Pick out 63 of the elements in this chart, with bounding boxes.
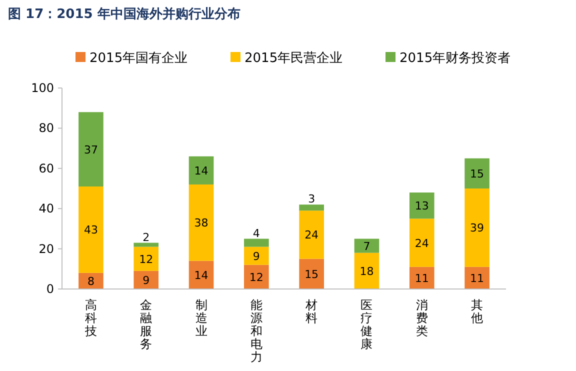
- data-label: 15: [304, 268, 319, 281]
- y-tick-label: 40: [38, 202, 54, 216]
- x-tick-label: 材料: [304, 298, 318, 325]
- data-label: 43: [84, 224, 98, 237]
- bar: [464, 188, 490, 267]
- bar: [134, 242, 159, 247]
- x-tick-label: 消费类: [416, 298, 428, 338]
- bar: [244, 246, 269, 265]
- bar: [299, 204, 324, 211]
- legend-label: 2015年财务投资者: [400, 51, 511, 66]
- data-label: 12: [139, 252, 154, 266]
- data-label: 24: [304, 228, 319, 242]
- bar: [134, 270, 159, 289]
- x-tick-label: 能源和电力: [250, 298, 262, 364]
- bar: [299, 258, 324, 289]
- bar: [409, 266, 434, 289]
- data-label: 39: [470, 222, 484, 235]
- data-label: 11: [470, 272, 484, 285]
- bar: [188, 260, 214, 289]
- data-label: 4: [252, 226, 260, 240]
- y-tick-label: 60: [38, 161, 54, 176]
- data-label: 7: [363, 240, 370, 253]
- bar: [188, 184, 214, 261]
- data-label: 38: [194, 216, 208, 230]
- x-tick-label: 金融服务: [140, 298, 152, 351]
- data-label: 24: [414, 236, 429, 250]
- bar: [464, 266, 490, 289]
- x-tick-label: 制造业: [195, 298, 208, 338]
- data-label: 9: [252, 250, 260, 263]
- bar: [409, 218, 434, 267]
- bar: [354, 252, 380, 289]
- data-label: 3: [308, 192, 316, 206]
- data-label: 9: [142, 274, 150, 287]
- legend-label: 2015年国有企业: [90, 51, 188, 66]
- data-label: 14: [194, 268, 208, 282]
- x-tick-label: 其他: [471, 298, 484, 325]
- data-label: 2: [142, 230, 150, 244]
- y-tick-label: 0: [46, 282, 54, 296]
- data-label: 15: [470, 167, 484, 180]
- data-label: 11: [414, 272, 429, 285]
- data-label: 13: [414, 200, 429, 213]
- bar: [78, 186, 104, 273]
- data-label: 37: [84, 143, 98, 156]
- bar: [78, 112, 104, 186]
- bar: [134, 246, 159, 271]
- data-label: 12: [249, 270, 264, 284]
- data-label: 8: [87, 274, 94, 288]
- bar: [409, 192, 434, 219]
- y-tick-label: 20: [38, 242, 54, 256]
- bar: [244, 238, 269, 247]
- legend-label: 2015年民营企业: [244, 51, 343, 66]
- y-tick-label: 100: [31, 81, 54, 95]
- x-tick-label: 高科技: [84, 298, 97, 338]
- y-tick-label: 80: [38, 121, 54, 136]
- data-label: 18: [360, 264, 374, 278]
- x-tick-label: 医疗健康: [360, 298, 373, 351]
- bar: [244, 264, 269, 289]
- bar: [354, 238, 380, 253]
- bar: [188, 156, 214, 184]
- chart-title: 图 17：2015 年中国海外并购行业分布: [8, 6, 240, 22]
- bar: [299, 210, 324, 259]
- bar: [464, 158, 490, 188]
- data-label: 14: [194, 164, 208, 178]
